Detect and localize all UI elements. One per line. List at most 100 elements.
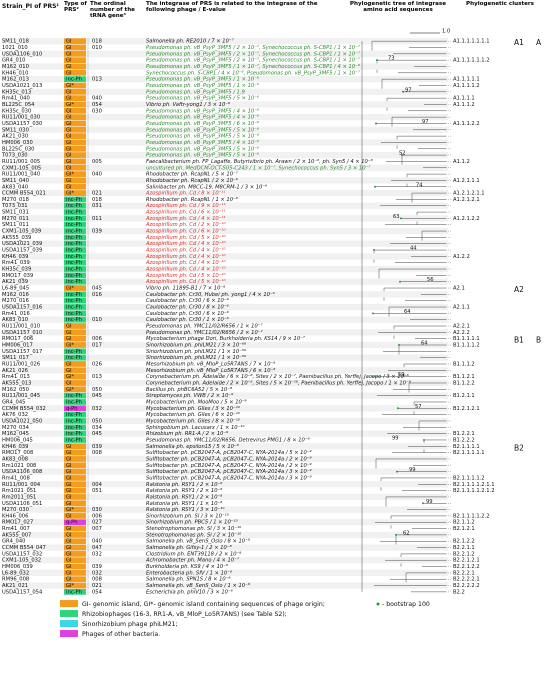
cluster: A1.1.2: [453, 159, 470, 165]
type-cell: [64, 462, 86, 469]
integrase: Salmonella ph. SPN1S / 8 × 10⁻⁸: [146, 577, 231, 583]
header-tree-box: Phylogenetic tree of integrase amino aci…: [350, 1, 446, 13]
strain: RMO17_027: [2, 520, 33, 526]
strain: CCMM B554_047: [2, 545, 46, 551]
type-cell: [64, 240, 86, 247]
bootstrap-dot: [373, 249, 375, 252]
bootstrap-dot: [401, 154, 403, 157]
type-cell: [64, 538, 86, 545]
type: inc-Ph: [66, 229, 82, 235]
legend-text: Sinorhizobium phage phiLM21;: [82, 621, 178, 628]
strain: USDA1021_050: [2, 418, 42, 424]
integrase: Achromobacter ph. Mano / 4 × 10⁻⁷: [145, 558, 240, 564]
type-cell: [64, 361, 86, 367]
integrase: Pseudomonas ph. vB_PsyP_3MF5 / 1 × 10⁻⁷,…: [146, 64, 360, 70]
trna: 021: [92, 583, 102, 589]
type-cell: [64, 399, 86, 405]
type-cell: [64, 487, 86, 494]
strain: KH46_039: [2, 254, 28, 260]
strain: KH46_010: [2, 70, 28, 76]
integrase: Azospirillum ph. Cd / 5 × 10⁻¹⁰: [145, 279, 226, 285]
type-cell: [64, 392, 86, 399]
group-label: A: [536, 38, 542, 47]
type-cell: [64, 316, 86, 323]
type: GI: [66, 134, 72, 140]
bootstrap: 63: [393, 214, 400, 220]
type-cell: [64, 63, 86, 70]
legend-swatch: [60, 600, 78, 608]
row-stripe: [2, 354, 448, 361]
integrase: Pseudomonas ph. vB_PsyP_3MF5 / 4 × 10⁻⁶: [146, 108, 259, 114]
cluster: B2.2.2.1: [453, 570, 475, 576]
integrase: Pseudomonas ph. vB_PsyP_3MF5 / 5 × 10⁻⁶: [146, 153, 259, 159]
type-cell: [64, 418, 86, 424]
trna: 013: [92, 77, 102, 83]
strain: AK83_010: [2, 317, 28, 323]
strain: M162_013: [2, 77, 29, 83]
strain: AK555_013: [2, 380, 31, 386]
trna: 010: [92, 45, 102, 51]
integrase: Pseudomonas ph. YMC11/02/R656, Detreviru…: [146, 437, 310, 443]
legend-text: GI- genomic island, GI*- genomic island …: [82, 601, 325, 608]
type-cell: [64, 430, 86, 437]
cluster: A2.1: [453, 286, 465, 292]
integrase: Salmonella ph. vB_SenS_Oslo / 1 × 10⁻⁸: [146, 583, 250, 589]
type: GI: [66, 165, 72, 171]
cluster: B2.2: [453, 589, 465, 595]
strain: SM11_017: [2, 355, 29, 361]
type: GI: [66, 558, 72, 564]
type: GI: [66, 108, 72, 114]
strain: Rm41_013: [2, 374, 30, 380]
trna: 039: [92, 229, 102, 235]
type-cell: [64, 405, 86, 412]
integrase: Pseudomonas ph. vB_PsyP_3MF5 / 5 × 10⁻⁶: [146, 134, 259, 140]
type: GI: [66, 330, 72, 336]
bootstrap-dot: [372, 312, 374, 315]
integrase: Azospirillum ph. Cd / 5 × 10⁻¹⁰: [145, 235, 226, 241]
header-clusters-box: Phylogenetic clusters: [466, 1, 534, 7]
cluster: A1.1.1.1.1: [453, 77, 480, 83]
strain: M162_016: [2, 292, 29, 298]
integrase: Caulobacter ph. Cr30 / 1 × 10⁻⁶: [146, 317, 229, 323]
strain: CXM1-105_032: [2, 558, 41, 564]
type-cell: [64, 272, 86, 279]
integrase: Pseudomonas ph. vB_PsyP_3MF5 / 5 × 10⁻⁶: [146, 146, 259, 152]
type: inc-Ph: [66, 349, 82, 355]
trna: 007: [92, 526, 102, 532]
cluster: B1.1.1.2: [453, 361, 475, 367]
strain: USDA1157_054: [2, 589, 43, 595]
type: GI: [66, 324, 72, 330]
type: GI: [66, 488, 72, 494]
strain: KH35c_013: [2, 89, 31, 95]
type-cell: [64, 291, 86, 298]
type-cell: [64, 158, 86, 165]
integrase: Mycobacterium phage Dori, Burkholderia p…: [146, 336, 306, 342]
type: GI: [66, 469, 72, 475]
strain: AK555_039: [2, 235, 31, 241]
type-cell: [64, 202, 86, 209]
type: inc-Ph: [66, 425, 82, 431]
strain: USDA1106_008: [2, 469, 42, 475]
cluster: B1.2.1.2.1: [453, 406, 480, 412]
strain: KH35c_030: [2, 108, 31, 114]
cluster: B1.1.2.2: [453, 380, 475, 386]
bootstrap-dot: [374, 185, 376, 188]
cluster: A2.2.1: [453, 324, 470, 330]
type-cell: [64, 50, 86, 57]
type: inc-Ph: [66, 393, 82, 399]
strain: HM006_045: [2, 437, 33, 443]
type: GI: [66, 146, 72, 152]
type: GI: [66, 577, 72, 583]
type: GI: [66, 58, 72, 64]
header-integrase-box: The integrase of PRS is related to the i…: [146, 1, 318, 13]
integrase: Synechococcus ph. S-CBP1 / 4 × 10⁻⁸, Pse…: [146, 70, 361, 76]
trna: 032: [92, 570, 102, 576]
bootstrap: 99: [392, 435, 399, 441]
trna: 032: [92, 551, 102, 557]
type-cell: [64, 456, 86, 462]
type-cell: [64, 525, 86, 532]
integrase: Escherichia ph. phiV10 / 3 × 10⁻⁸: [146, 589, 233, 595]
strain: KH35c_039: [2, 267, 31, 273]
integrase: Corynebacterium ph. Adelaide / 2 × 10⁻⁸,…: [146, 380, 411, 386]
row-stripe: [2, 126, 448, 133]
